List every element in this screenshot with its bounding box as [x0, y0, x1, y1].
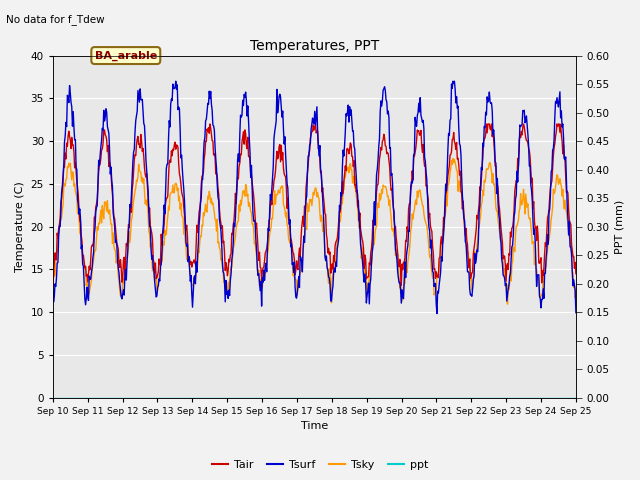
- Tsky: [112, 260, 120, 266]
- ppt: [193, 395, 201, 401]
- ppt: [58, 395, 66, 401]
- Legend: Tair, Tsurf, Tsky, ppt: Tair, Tsurf, Tsky, ppt: [207, 456, 433, 474]
- Tsurf: [49, 288, 57, 294]
- Tsky: [193, 263, 201, 268]
- Tair: [112, 232, 120, 238]
- Y-axis label: PPT (mm): PPT (mm): [615, 200, 625, 254]
- Tsky: [378, 187, 385, 192]
- Tsurf: [394, 269, 401, 275]
- Tsurf: [165, 118, 173, 123]
- Tsky: [165, 207, 173, 213]
- Line: Tsurf: Tsurf: [53, 81, 576, 313]
- X-axis label: Time: Time: [301, 421, 328, 432]
- ppt: [49, 395, 57, 401]
- Line: Tsky: Tsky: [53, 158, 576, 304]
- Tair: [378, 138, 386, 144]
- ppt: [393, 395, 401, 401]
- Text: No data for f_Tdew: No data for f_Tdew: [6, 14, 105, 25]
- Line: Tair: Tair: [53, 124, 576, 286]
- ppt: [572, 395, 580, 401]
- Tsky: [572, 292, 580, 298]
- Y-axis label: Temperature (C): Temperature (C): [15, 181, 25, 272]
- Tsky: [449, 156, 457, 161]
- ppt: [112, 395, 120, 401]
- Tsurf: [172, 78, 180, 84]
- ppt: [165, 395, 173, 401]
- Tsurf: [58, 184, 66, 190]
- Tair: [58, 187, 66, 192]
- Text: BA_arable: BA_arable: [95, 50, 157, 60]
- Tsky: [504, 301, 511, 307]
- Tair: [394, 251, 401, 256]
- Tsurf: [194, 252, 202, 258]
- Tsky: [393, 256, 401, 262]
- Tair: [572, 271, 580, 276]
- Title: Temperatures, PPT: Temperatures, PPT: [250, 39, 379, 53]
- Tsky: [58, 207, 66, 213]
- Tair: [206, 121, 214, 127]
- Tsurf: [378, 97, 386, 103]
- ppt: [378, 395, 385, 401]
- Tair: [49, 283, 57, 289]
- Tsky: [49, 283, 57, 288]
- Tsurf: [572, 310, 580, 316]
- Tair: [165, 160, 173, 166]
- Tsurf: [112, 237, 120, 243]
- Tair: [193, 222, 201, 228]
- Tsurf: [433, 311, 441, 316]
